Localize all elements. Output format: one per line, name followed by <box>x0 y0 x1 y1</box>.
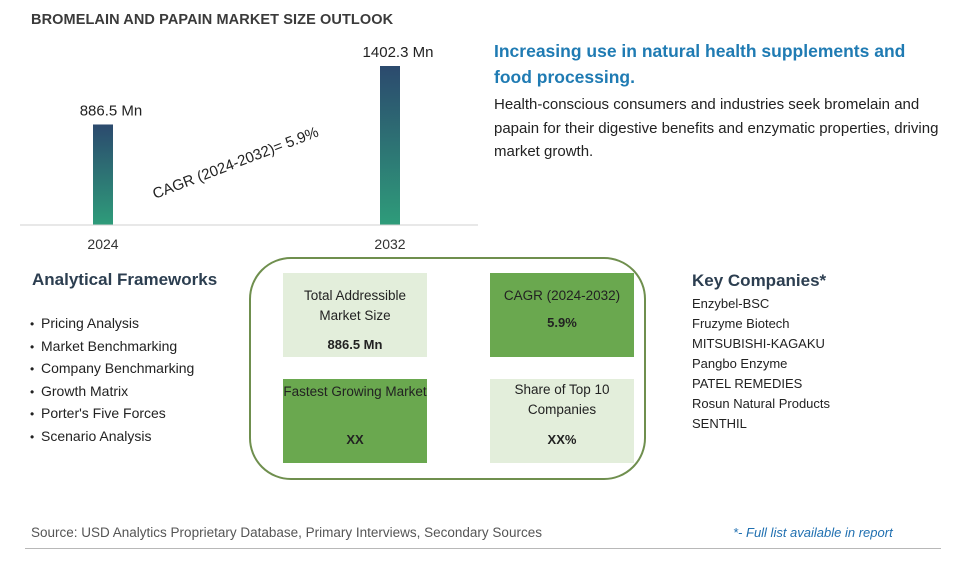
tam-value: 886.5 Mn <box>327 337 383 352</box>
full-list-note: *- Full list available in report <box>733 525 893 540</box>
tam-label: Total Addressible Market Size <box>303 288 407 323</box>
frameworks-list: • Pricing Analysis • Market Benchmarking •… <box>30 313 194 448</box>
page-title: BROMELAIN AND PAPAIN MARKET SIZE OUTLOOK <box>31 12 394 28</box>
companies-list: Enzybel-BSC Fruzyme Biotech MITSUBISHI-K… <box>692 294 830 434</box>
company-item: PATEL REMEDIES <box>692 376 803 391</box>
bullet-icon: • <box>30 339 35 354</box>
bar-chart: 886.5 Mn 2024 1402.3 Mn 2032 CAGR (2024-203… <box>20 44 478 252</box>
top10-share-value: XX% <box>547 432 577 447</box>
tam-card: Total Addressible Market Size 886.5 Mn <box>283 273 427 357</box>
cagr-value: 5.9% <box>547 315 577 330</box>
bar-value-label: 886.5 Mn <box>80 102 143 119</box>
fastest-market-value: XX <box>346 432 364 447</box>
fastest-market-card: Fastest Growing Market XX <box>283 379 427 463</box>
companies-title: Key Companies* <box>692 271 827 290</box>
footer-divider <box>25 548 941 549</box>
bar-value-label: 1402.3 Mn <box>363 44 434 61</box>
bullet-icon: • <box>30 317 35 331</box>
company-item: SENTHIL <box>692 416 747 431</box>
company-item: MITSUBISHI-KAGAKU <box>692 336 825 351</box>
source-note: Source: USD Analytics Proprietary Databa… <box>31 525 542 540</box>
top10-share-card: Share of Top 10 Companies XX% <box>490 379 634 463</box>
fastest-market-label: Fastest Growing Market <box>283 384 427 399</box>
bullet-icon: • <box>30 429 35 444</box>
list-item: • Company Benchmarking <box>30 358 194 381</box>
cagr-card: CAGR (2024-2032) 5.9% <box>490 273 634 357</box>
description: Health-conscious consumers and industrie… <box>494 96 939 160</box>
metrics-panel: Total Addressible Market Size 886.5 Mn C… <box>249 257 646 480</box>
company-item: Pangbo Enzyme <box>692 356 788 371</box>
bullet-icon: • <box>30 362 35 376</box>
cagr-annotation: CAGR (2024-2032)= 5.9% <box>150 124 321 203</box>
company-item: Fruzyme Biotech <box>692 316 790 331</box>
top10-share-label: Share of Top 10 Companies <box>514 382 610 417</box>
list-item: • Scenario Analysis <box>30 426 194 449</box>
bar-2024 <box>93 124 113 225</box>
list-item: • Pricing Analysis <box>30 313 194 336</box>
headline: Increasing use in natural health supplem… <box>494 41 906 87</box>
frameworks-title: Analytical Frameworks <box>32 270 218 289</box>
list-item: • Market Benchmarking <box>30 336 194 359</box>
list-item: • Porter's Five Forces <box>30 403 194 426</box>
x-tick-label: 2024 <box>87 236 118 252</box>
x-tick-label: 2032 <box>374 236 405 252</box>
company-item: Rosun Natural Products <box>692 396 831 411</box>
bullet-icon: • <box>30 407 35 421</box>
bar-2032 <box>380 66 400 225</box>
list-item: • Growth Matrix <box>30 381 194 404</box>
bullet-icon: • <box>30 384 35 399</box>
cagr-label: CAGR (2024-2032) <box>503 288 621 303</box>
company-item: Enzybel-BSC <box>692 296 770 311</box>
